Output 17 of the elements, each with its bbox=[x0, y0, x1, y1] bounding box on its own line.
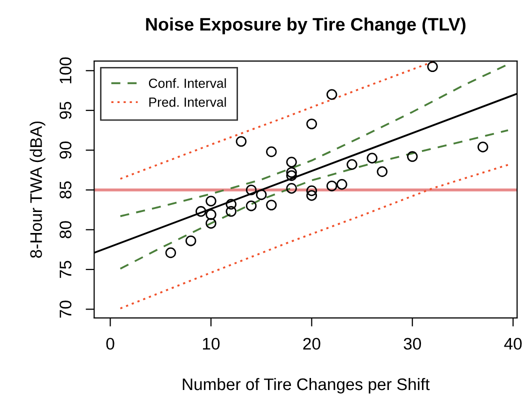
x-tick-label: 0 bbox=[106, 338, 114, 350]
legend-label: Pred. Interval bbox=[149, 97, 226, 107]
y-tick-label: 95 bbox=[60, 102, 72, 119]
y-tick-label: 75 bbox=[60, 260, 72, 278]
y-tick-label: 90 bbox=[60, 142, 72, 159]
x-tick-label: 20 bbox=[303, 338, 320, 350]
y-tick-label: 100 bbox=[60, 57, 72, 84]
x-axis-title: Number of Tire Changes per Shift bbox=[182, 378, 430, 394]
legend-label: Conf. Interval bbox=[148, 78, 226, 88]
x-tick-label: 40 bbox=[504, 338, 522, 350]
x-tick-label: 10 bbox=[202, 338, 220, 350]
y-axis-title: 8-Hour TWA (dBA) bbox=[30, 122, 46, 258]
y-tick-label: 80 bbox=[60, 221, 72, 238]
chart-title: Noise Exposure by Tire Change (TLV) bbox=[146, 17, 466, 34]
y-tick-label: 85 bbox=[60, 181, 72, 198]
x-tick-label: 30 bbox=[404, 338, 421, 350]
y-tick-label: 70 bbox=[60, 300, 72, 318]
